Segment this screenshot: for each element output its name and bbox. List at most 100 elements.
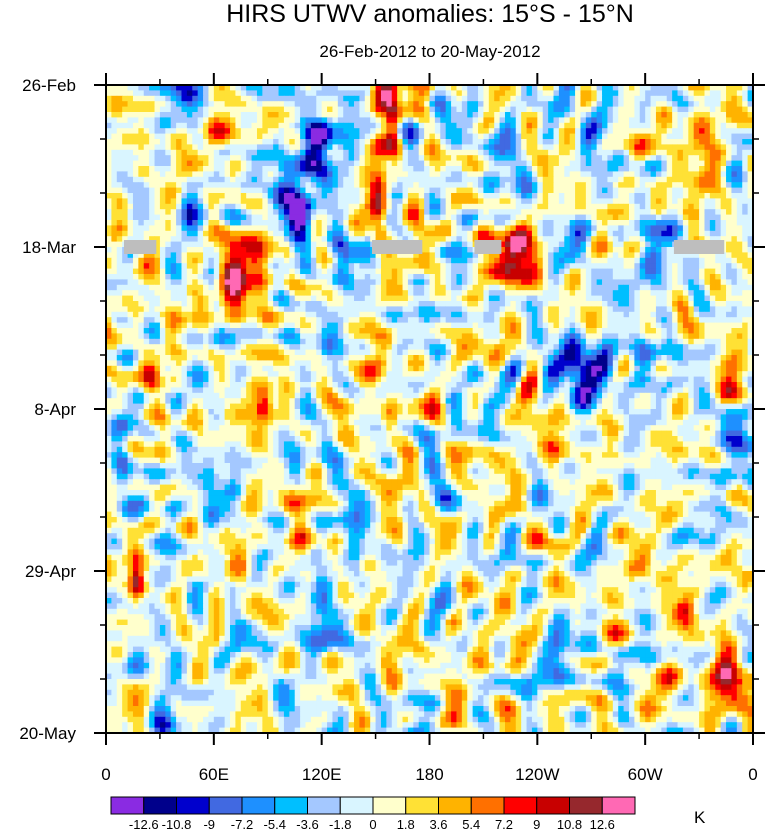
heatmap-cell — [558, 144, 565, 151]
heatmap-cell — [149, 268, 155, 275]
heatmap-cell — [440, 176, 447, 183]
heatmap-cell — [645, 225, 651, 232]
heatmap-cell — [747, 263, 754, 269]
heatmap-cell — [170, 176, 177, 183]
heatmap-cell — [445, 144, 452, 151]
heatmap-cell — [704, 214, 711, 221]
heatmap-cell — [736, 128, 743, 134]
heatmap-cell — [343, 225, 350, 232]
heatmap-cell — [639, 257, 646, 264]
heatmap-cell — [294, 166, 301, 172]
heatmap-cell — [208, 225, 215, 232]
heatmap-cell — [149, 257, 155, 264]
heatmap-cell — [575, 268, 581, 275]
heatmap-cell — [203, 203, 209, 210]
heatmap-cell — [375, 268, 382, 275]
heatmap-cell — [364, 257, 371, 264]
heatmap-cell — [736, 230, 743, 237]
heatmap-cell — [467, 166, 474, 172]
heatmap-cell — [235, 187, 242, 194]
heatmap-cell — [634, 187, 641, 194]
heatmap-cell — [704, 187, 711, 194]
heatmap-cell — [230, 214, 236, 221]
heatmap-cell — [434, 241, 441, 248]
heatmap-cell — [316, 236, 323, 242]
heatmap-cell — [235, 139, 242, 145]
heatmap-cell — [564, 198, 571, 205]
heatmap-cell — [397, 290, 403, 296]
heatmap-cell — [159, 225, 166, 232]
heatmap-cell — [488, 203, 495, 210]
heatmap-cell — [650, 247, 657, 253]
heatmap-cell — [440, 236, 447, 242]
heatmap-cell — [391, 295, 398, 302]
heatmap-cell — [402, 149, 409, 156]
heatmap-cell — [742, 252, 749, 259]
heatmap-cell — [208, 241, 215, 248]
heatmap-cell — [127, 160, 134, 167]
heatmap-cell — [445, 187, 452, 194]
heatmap-cell — [364, 203, 371, 210]
heatmap-cell — [240, 155, 247, 161]
heatmap-cell — [235, 160, 242, 167]
heatmap-cell — [203, 263, 209, 269]
heatmap-cell — [219, 236, 226, 242]
heatmap-cell — [332, 284, 339, 291]
heatmap-cell — [580, 128, 587, 134]
heatmap-cell — [499, 301, 506, 307]
heatmap-cell — [720, 122, 727, 129]
heatmap-cell — [407, 160, 414, 167]
heatmap-cell — [154, 247, 161, 253]
heatmap-cell — [591, 257, 598, 264]
heatmap-cell — [294, 257, 301, 264]
heatmap-cell — [564, 85, 571, 91]
heatmap-cell — [278, 90, 285, 97]
heatmap-cell — [602, 301, 608, 307]
heatmap-cell — [256, 247, 263, 253]
heatmap-cell — [699, 209, 705, 215]
heatmap-cell — [650, 236, 657, 242]
heatmap-cell — [704, 95, 711, 102]
heatmap-cell — [639, 95, 646, 102]
heatmap-cell — [596, 117, 603, 124]
heatmap-cell — [736, 220, 743, 226]
heatmap-cell — [327, 155, 333, 161]
heatmap-cell — [682, 252, 689, 259]
heatmap-cell — [607, 85, 614, 91]
heatmap-cell — [359, 117, 366, 124]
heatmap-cell — [661, 133, 668, 140]
heatmap-cell — [688, 171, 695, 178]
heatmap-cell — [380, 160, 387, 167]
heatmap-cell — [332, 220, 339, 226]
heatmap-cell — [386, 160, 393, 167]
heatmap-cell — [251, 241, 258, 248]
heatmap-cell — [251, 301, 258, 307]
heatmap-cell — [521, 290, 527, 296]
heatmap-cell — [429, 241, 436, 248]
heatmap-cell — [580, 241, 587, 248]
heatmap-cell — [321, 160, 328, 167]
heatmap-cell — [402, 122, 409, 129]
heatmap-cell — [747, 225, 754, 232]
heatmap-cell — [380, 128, 387, 134]
heatmap-cell — [602, 274, 608, 280]
heatmap-cell — [224, 95, 231, 102]
heatmap-cell — [467, 274, 474, 280]
heatmap-cell — [478, 133, 484, 140]
heatmap-cell — [170, 128, 177, 134]
heatmap-cell — [418, 101, 425, 107]
heatmap-cell — [327, 112, 333, 118]
heatmap-cell — [386, 133, 393, 140]
heatmap-cell — [321, 284, 328, 291]
heatmap-cell — [327, 133, 333, 140]
heatmap-cell — [575, 117, 581, 124]
heatmap-cell — [607, 133, 614, 140]
heatmap-cell — [478, 230, 484, 237]
heatmap-cell — [235, 247, 242, 253]
heatmap-cell — [612, 284, 619, 291]
heatmap-cell — [553, 128, 560, 134]
heatmap-cell — [634, 106, 641, 113]
heatmap-cell — [521, 101, 527, 107]
heatmap-cell — [219, 209, 226, 215]
heatmap-cell — [127, 101, 134, 107]
